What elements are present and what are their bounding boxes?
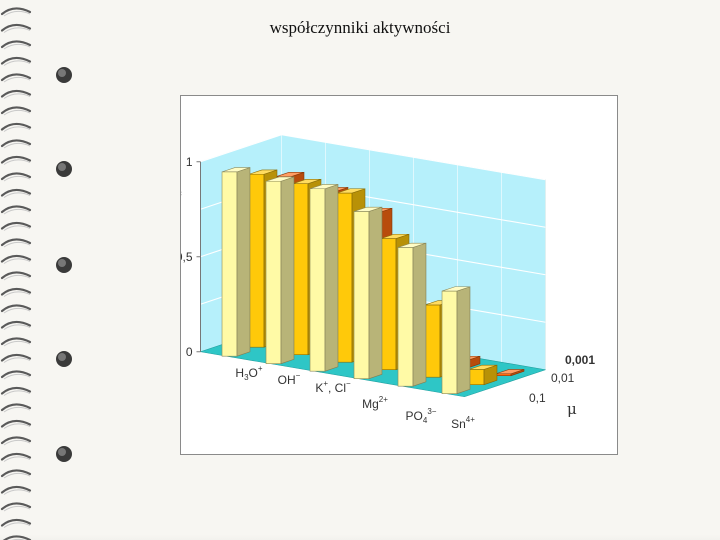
bar-0,001-4 [397, 242, 427, 387]
bar-0,001-1 [265, 176, 295, 365]
bar-0,1-5 [495, 369, 525, 377]
y-tick-label: 0 [186, 345, 193, 359]
notebook-spiral [0, 7, 32, 540]
bar-chart-3d: 0 0,5 1 f H3O+ OH− K+, Cl− Mg2+ PO4​3− Sn4+ 0,001 0… [181, 134, 595, 431]
x-category-label: H3O+ [235, 364, 262, 382]
y-axis-title: f [181, 189, 182, 205]
y-tick-label: 0,5 [181, 250, 193, 264]
x-category-label: Mg2+ [362, 395, 388, 411]
bar-0,001-0 [221, 167, 251, 357]
depth-series-label: 0,1 [529, 391, 546, 405]
bar-0,001-3 [353, 206, 383, 380]
bar-0,001-2 [309, 184, 339, 372]
depth-axis-title: μ [567, 400, 577, 418]
notebook-holes [56, 67, 72, 462]
x-category-label: Sn4+ [451, 415, 475, 431]
x-category-label: PO4​3− [406, 407, 437, 425]
y-tick-label: 1 [186, 155, 193, 169]
slide-title: współczynniki aktywności [269, 18, 451, 37]
bar-0,01-5 [468, 364, 498, 386]
x-category-label: K+, Cl− [315, 379, 351, 395]
x-category-label: OH− [278, 371, 301, 387]
bar-0,001-5 [441, 286, 471, 395]
chart-frame: 0 0,5 1 f H3O+ OH− K+, Cl− Mg2+ PO4​3− Sn4+ 0,001 0… [180, 95, 618, 455]
depth-series-label: 0,001 [565, 353, 595, 367]
depth-series-label: 0,01 [551, 371, 575, 385]
